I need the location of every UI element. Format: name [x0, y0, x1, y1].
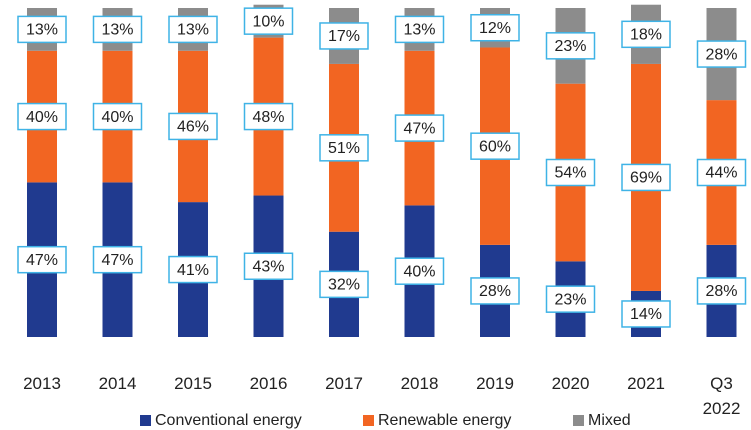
x-tick-label: 2018 — [400, 374, 439, 393]
value-label: 69% — [630, 170, 662, 187]
x-tick-label: 2013 — [23, 374, 61, 393]
legend-label: Conventional energy — [155, 412, 302, 429]
value-label: 41% — [177, 262, 209, 279]
legend-swatch — [573, 415, 584, 426]
value-label-box — [696, 277, 747, 305]
value-label: 47% — [101, 252, 133, 269]
value-label: 10% — [252, 13, 284, 30]
value-label-box — [621, 20, 671, 49]
value-label: 44% — [705, 165, 737, 182]
legend-swatch — [363, 415, 374, 426]
value-label: 23% — [554, 291, 586, 308]
value-label: 12% — [479, 20, 511, 37]
value-label: 13% — [177, 22, 209, 39]
value-label-box — [621, 300, 671, 328]
value-label-box — [168, 15, 218, 44]
value-label-box — [319, 270, 369, 299]
value-label: 17% — [328, 28, 360, 45]
value-label: 28% — [479, 283, 511, 300]
value-label-box — [243, 7, 294, 35]
x-tick-label: 2017 — [325, 374, 363, 393]
value-label-box — [696, 40, 747, 68]
x-tick-label: 2020 — [551, 374, 590, 393]
value-label: 13% — [403, 22, 435, 39]
value-label-box — [470, 132, 520, 160]
value-label-box — [545, 158, 596, 187]
value-label-box — [621, 163, 671, 192]
value-label-box — [470, 13, 520, 42]
value-label: 13% — [101, 22, 133, 39]
value-label-box — [319, 22, 369, 50]
value-label-box — [17, 245, 67, 274]
value-label: 51% — [328, 140, 360, 157]
value-label-box — [92, 102, 143, 131]
legend-swatch — [140, 415, 151, 426]
value-label-box — [168, 112, 218, 141]
x-tick-label: 2019 — [476, 374, 514, 393]
value-label: 28% — [705, 46, 737, 63]
value-label: 47% — [26, 252, 58, 269]
value-label: 40% — [26, 109, 58, 126]
value-label-box — [470, 277, 520, 305]
value-label-box — [92, 15, 143, 44]
value-label: 13% — [26, 22, 58, 39]
value-label-box — [243, 252, 294, 281]
x-tick-label: 2015 — [174, 374, 212, 393]
value-label-box — [394, 114, 445, 142]
value-label-box — [545, 285, 596, 313]
value-label: 47% — [403, 120, 435, 137]
value-label-box — [92, 245, 143, 274]
value-label: 23% — [554, 38, 586, 55]
value-label: 28% — [705, 283, 737, 300]
x-tick-label: 2021 — [627, 374, 665, 393]
value-label: 46% — [177, 119, 209, 136]
value-label-box — [394, 257, 445, 285]
value-label-box — [394, 15, 445, 44]
value-label-box — [319, 134, 369, 162]
x-tick-label: 2014 — [98, 374, 137, 393]
value-label: 40% — [101, 109, 133, 126]
legend-label: Renewable energy — [378, 412, 511, 429]
value-label-box — [168, 255, 218, 284]
value-label: 40% — [403, 263, 435, 280]
value-label: 14% — [630, 306, 662, 323]
value-label: 32% — [328, 277, 360, 294]
value-label-box — [545, 32, 596, 60]
value-label-box — [17, 102, 67, 131]
value-label-box — [243, 102, 294, 131]
value-label: 18% — [630, 27, 662, 44]
value-label: 60% — [479, 138, 511, 155]
value-label-box — [17, 15, 67, 44]
x-tick-label: 2016 — [249, 374, 288, 393]
value-label-box — [696, 158, 747, 187]
legend-label: Mixed — [588, 412, 631, 429]
value-label: 48% — [252, 109, 284, 126]
value-label: 43% — [252, 258, 284, 275]
value-label: 54% — [554, 165, 586, 182]
x-tick-label: Q3 2022 — [702, 374, 741, 418]
